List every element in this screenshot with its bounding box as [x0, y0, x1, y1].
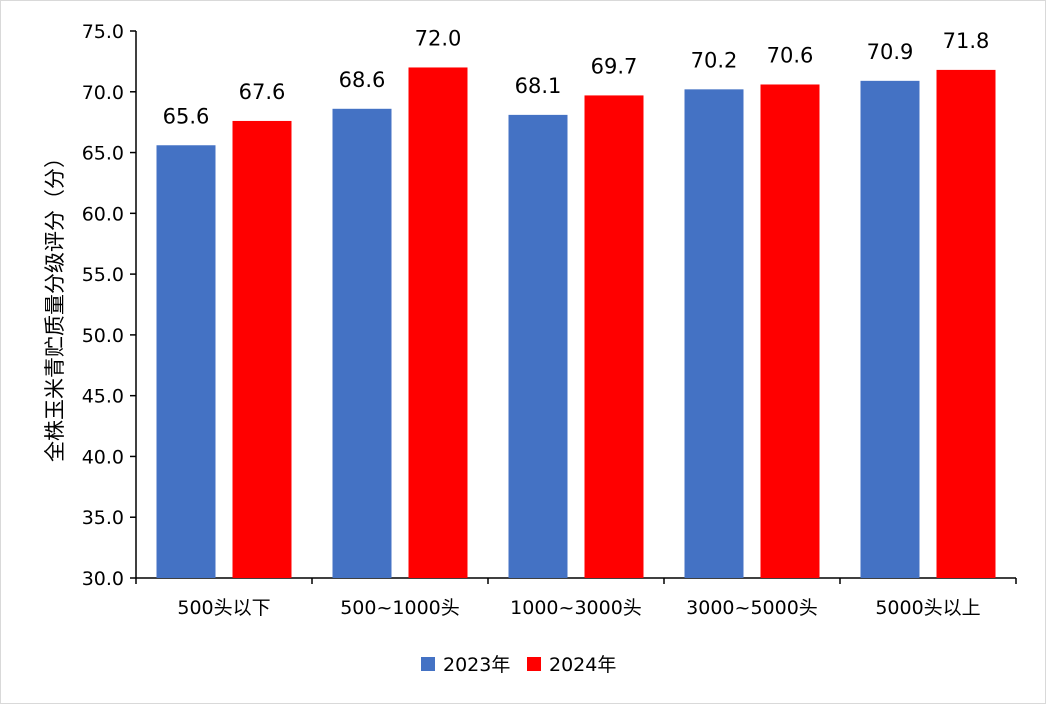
legend-swatch — [421, 657, 435, 671]
bar-series-2 — [408, 67, 468, 578]
x-category-label: 5000头以上 — [875, 597, 980, 619]
bar-series-1 — [684, 89, 744, 578]
y-tick-label: 55.0 — [82, 264, 124, 286]
bars — [156, 67, 996, 579]
y-axis: 30.0 35.0 40.0 45.0 50.0 55.0 60.0 65.0 70.0 75.0 — [82, 21, 137, 590]
x-category-label: 500头以下 — [177, 597, 270, 619]
y-axis-label: 全株玉米青贮质量分级评分（分） — [43, 147, 67, 462]
bar-value-label: 67.6 — [239, 80, 286, 104]
bar-series-2 — [936, 69, 996, 579]
bar-value-label: 68.1 — [515, 74, 562, 98]
legend-swatch — [527, 657, 541, 671]
y-tick-label: 65.0 — [82, 143, 124, 165]
legend: 2023年 2024年 — [421, 654, 616, 676]
y-tick-label: 30.0 — [82, 568, 124, 590]
bar-value-label: 70.9 — [867, 40, 914, 64]
y-tick-label: 50.0 — [82, 325, 124, 347]
x-category-label: 1000~3000头 — [510, 597, 642, 619]
x-category-label: 3000~5000头 — [686, 597, 818, 619]
bar-series-1 — [332, 108, 392, 578]
x-category-label: 500~1000头 — [340, 597, 460, 619]
bar-series-1 — [156, 145, 216, 579]
y-tick-label: 40.0 — [82, 446, 124, 468]
y-tick-label: 75.0 — [82, 21, 124, 43]
bar-value-label: 70.2 — [691, 48, 738, 72]
bar-value-label: 69.7 — [591, 54, 638, 78]
bar-series-1 — [860, 80, 920, 579]
y-tick-label: 70.0 — [82, 82, 124, 104]
bar-value-label: 71.8 — [943, 29, 990, 53]
y-tick-label: 35.0 — [82, 507, 124, 529]
bar-series-1 — [508, 114, 568, 578]
bar-value-label: 65.6 — [163, 104, 210, 128]
data-labels: 65.6 68.6 68.1 70.2 70.9 67.6 72.0 69.7 70.6 71.8 — [163, 26, 990, 128]
legend-label: 2024年 — [549, 654, 616, 676]
bar-value-label: 68.6 — [339, 68, 386, 92]
bar-series-2 — [584, 95, 644, 579]
y-tick-label: 60.0 — [82, 203, 124, 225]
x-axis: 500头以下 500~1000头 1000~3000头 3000~5000头 5000头… — [135, 577, 1017, 619]
bar-value-label: 70.6 — [767, 43, 814, 67]
bar-value-label: 72.0 — [415, 26, 462, 50]
bar-series-2 — [232, 120, 292, 578]
legend-label: 2023年 — [443, 654, 510, 676]
bar-series-2 — [760, 84, 820, 579]
y-tick-label: 45.0 — [82, 386, 124, 408]
